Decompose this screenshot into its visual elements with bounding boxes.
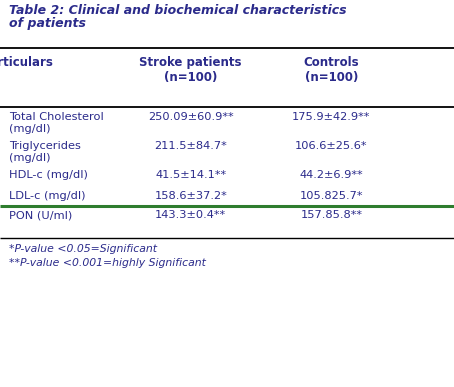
Text: 44.2±6.9**: 44.2±6.9** [300,170,363,180]
Text: 175.9±42.9**: 175.9±42.9** [292,112,370,122]
Text: 250.09±60.9**: 250.09±60.9** [148,112,233,122]
Text: HDL-c (mg/dl): HDL-c (mg/dl) [9,170,88,180]
Text: LDL-c (mg/dl): LDL-c (mg/dl) [9,191,86,201]
Text: Table 2: Clinical and biochemical characteristics: Table 2: Clinical and biochemical charac… [9,4,347,17]
Text: Triglycerides
(mg/dl): Triglycerides (mg/dl) [9,141,81,163]
Text: of patients: of patients [9,17,86,30]
Text: 158.6±37.2*: 158.6±37.2* [154,191,227,201]
Text: 143.3±0.4**: 143.3±0.4** [155,210,226,220]
Text: *P-value <0.05=Significant: *P-value <0.05=Significant [9,244,157,254]
Text: 41.5±14.1**: 41.5±14.1** [155,170,226,180]
Text: Particulars: Particulars [0,56,54,69]
Text: 106.6±25.6*: 106.6±25.6* [295,141,368,151]
Text: 211.5±84.7*: 211.5±84.7* [154,141,227,151]
Text: 157.85.8**: 157.85.8** [301,210,362,220]
Text: Controls
(n=100): Controls (n=100) [304,56,359,84]
Text: PON (U/ml): PON (U/ml) [9,210,72,220]
Text: 105.825.7*: 105.825.7* [300,191,363,201]
Text: Stroke patients
(n=100): Stroke patients (n=100) [139,56,242,84]
Text: Total Cholesterol
(mg/dl): Total Cholesterol (mg/dl) [9,112,104,134]
Text: **P-value <0.001=highly Significant: **P-value <0.001=highly Significant [9,258,206,268]
